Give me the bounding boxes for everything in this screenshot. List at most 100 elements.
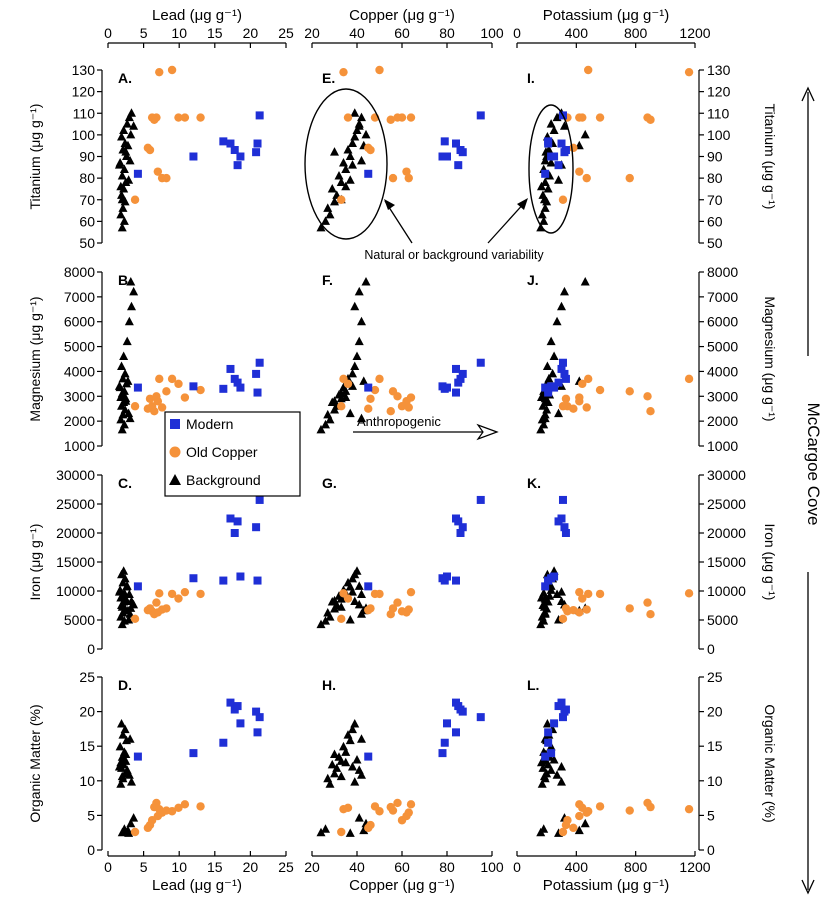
point-old-copper <box>366 394 375 403</box>
point-modern <box>189 749 198 758</box>
y-axis-title-left: Organic Matter (%) <box>27 704 43 822</box>
y-tick-label: 90 <box>79 149 95 165</box>
point-background <box>316 222 326 232</box>
point-background <box>114 587 124 596</box>
x-tick-label: 20 <box>304 859 320 875</box>
point-background <box>341 757 351 767</box>
point-background <box>348 368 357 378</box>
point-background <box>359 376 369 385</box>
panel-label: D. <box>118 677 132 693</box>
point-modern <box>189 382 198 391</box>
natural-arrow-right <box>487 200 527 244</box>
point-modern <box>440 576 449 585</box>
point-background <box>121 749 131 759</box>
point-background <box>357 734 366 743</box>
panel-label: H. <box>322 677 336 693</box>
point-background <box>557 301 566 311</box>
point-modern <box>443 152 451 161</box>
point-old-copper <box>575 800 584 809</box>
point-background <box>123 376 133 385</box>
y-tick-label: 80 <box>707 170 723 186</box>
point-background <box>538 401 548 410</box>
y-tick-label: 20 <box>707 704 723 720</box>
side-arrowhead-top <box>801 86 815 102</box>
y-tick-label: 5 <box>87 807 95 823</box>
panel-label: K. <box>527 475 541 491</box>
point-background <box>321 216 330 225</box>
panel-c: C. <box>108 475 286 649</box>
point-old-copper <box>406 393 416 402</box>
point-background <box>126 108 136 117</box>
point-modern <box>252 523 261 532</box>
point-background <box>119 125 129 135</box>
x-axis-title-top: Copper (μg g⁻¹) <box>349 7 455 24</box>
point-old-copper <box>584 374 593 384</box>
panel-area <box>312 475 492 649</box>
y-axis-title-right: Titanium (μg g⁻¹) <box>762 104 778 210</box>
y-tick-label: 110 <box>707 105 730 121</box>
panel-e: E. <box>312 65 492 243</box>
point-background <box>126 276 136 286</box>
point-background <box>119 216 129 225</box>
point-modern <box>544 139 553 148</box>
y-axis-title-right: Organic Matter (%) <box>762 704 778 822</box>
point-background <box>316 827 326 837</box>
point-old-copper <box>162 173 171 183</box>
x-axis-title-bottom: Potassium (μg g⁻¹) <box>543 877 670 894</box>
point-old-copper <box>582 605 591 614</box>
point-modern <box>557 364 566 373</box>
point-old-copper <box>646 407 655 416</box>
point-background <box>117 132 127 141</box>
point-modern <box>554 378 563 387</box>
point-background <box>357 316 366 326</box>
x-tick-label: 40 <box>349 25 365 41</box>
point-background <box>350 108 360 117</box>
point-background <box>341 181 351 191</box>
point-background <box>549 125 559 135</box>
point-background <box>336 771 346 781</box>
point-modern <box>364 752 373 761</box>
point-background <box>115 741 125 751</box>
point-old-copper <box>582 173 591 183</box>
point-modern <box>557 139 566 148</box>
y-tick-label: 15000 <box>56 554 95 570</box>
y-axis-left-1: 1000 2000 3000 4000 5000 6000 7000 8000 Magnesiu… <box>27 264 103 454</box>
point-background <box>536 592 546 602</box>
point-old-copper <box>130 614 140 624</box>
point-background <box>117 190 127 199</box>
point-old-copper <box>575 393 584 402</box>
point-background <box>354 581 364 590</box>
y-axis-left-2: 0 5000 10000 15000 20000 25000 30000 Iron (μg g… <box>27 467 103 657</box>
point-old-copper <box>684 67 694 77</box>
point-modern <box>550 152 559 161</box>
point-old-copper <box>595 589 605 599</box>
point-background <box>552 589 562 598</box>
point-old-copper <box>196 385 205 395</box>
point-background <box>323 608 333 617</box>
point-modern <box>458 148 467 157</box>
point-background <box>332 763 342 772</box>
y-tick-label: 3000 <box>707 388 738 404</box>
point-old-copper <box>130 402 140 411</box>
y-axis-title-left: Iron (μg g⁻¹) <box>27 524 43 601</box>
point-modern <box>189 152 198 161</box>
point-background <box>122 151 132 160</box>
point-background <box>557 587 566 596</box>
point-old-copper <box>643 598 652 607</box>
x-tick-label: 0 <box>104 25 112 41</box>
point-background <box>117 424 127 434</box>
point-background <box>336 602 346 611</box>
point-modern <box>476 713 485 722</box>
point-background <box>345 828 355 837</box>
point-old-copper <box>386 115 395 124</box>
x-axis-bottom-0: 0 5 10 15 20 25 Lead (μg g⁻¹) <box>104 851 294 894</box>
point-background <box>125 734 135 743</box>
point-background <box>552 770 562 779</box>
point-old-copper <box>595 385 605 395</box>
point-modern <box>226 698 235 707</box>
point-background <box>350 777 360 786</box>
point-modern <box>255 713 264 722</box>
y-tick-label: 10000 <box>56 583 95 599</box>
point-modern <box>452 388 460 397</box>
